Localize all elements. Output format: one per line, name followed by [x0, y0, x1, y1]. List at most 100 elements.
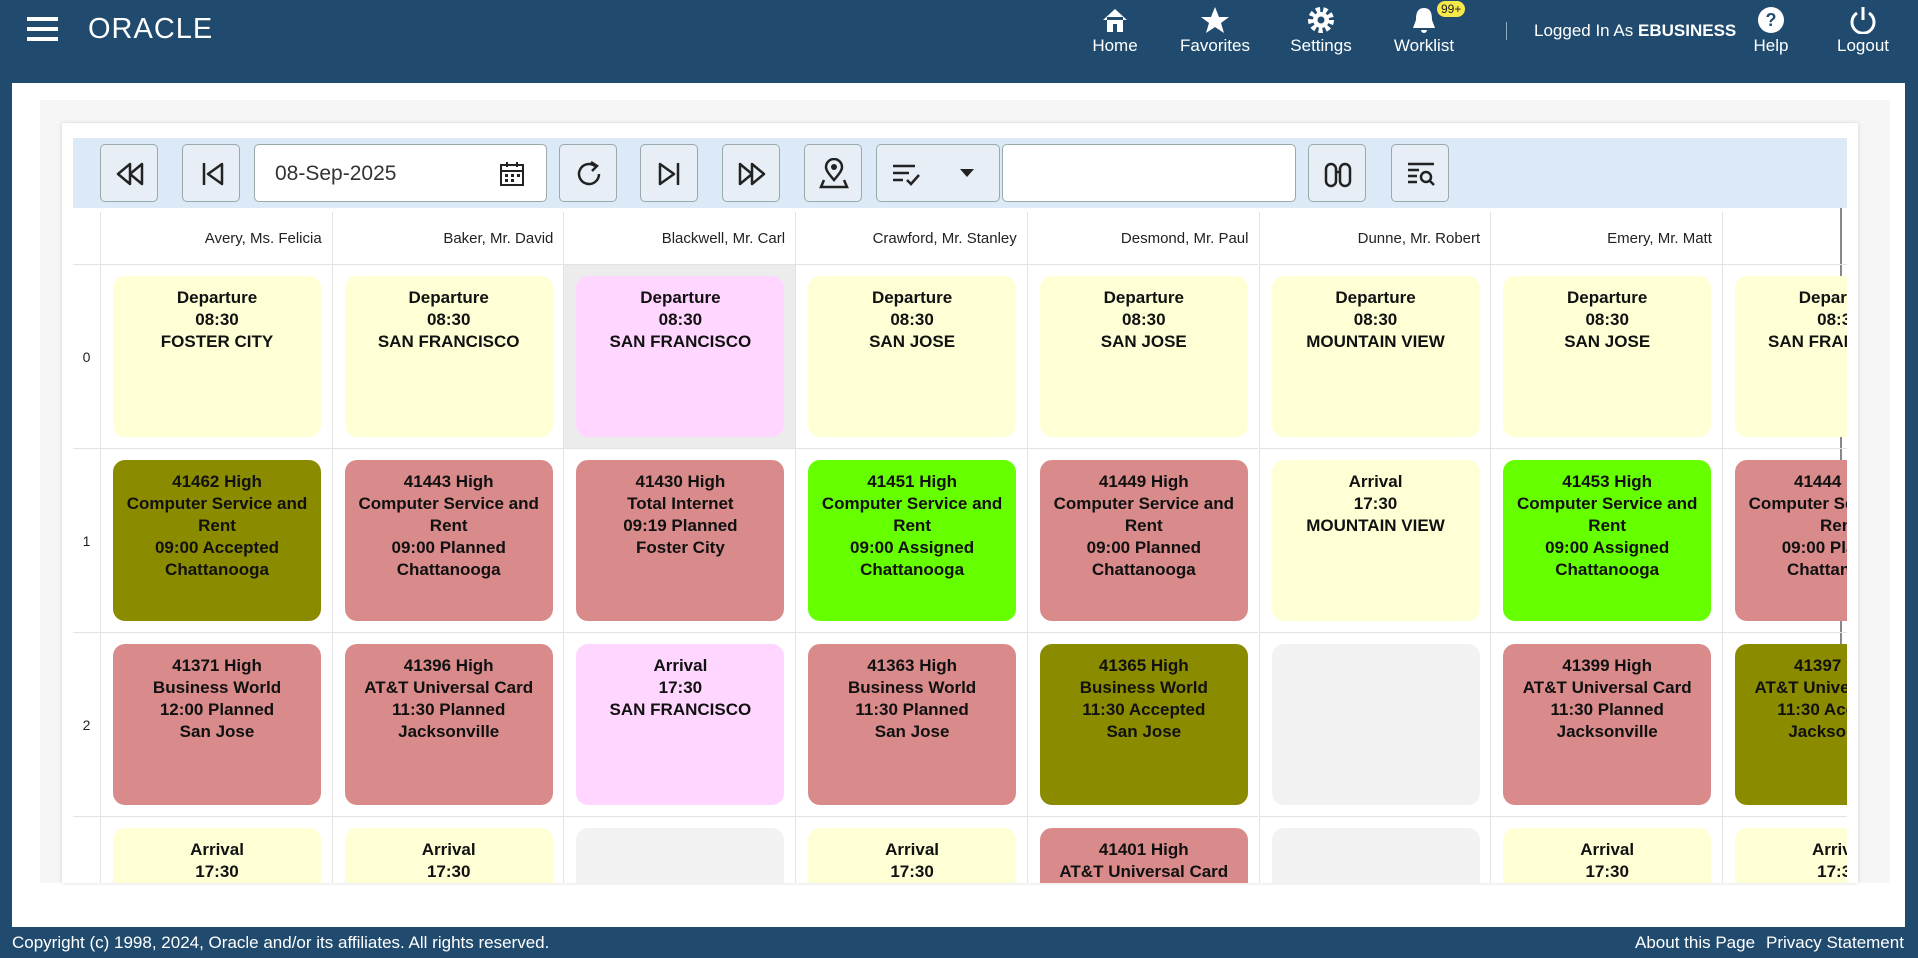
empty-slot[interactable]	[1271, 828, 1480, 883]
worklist-link[interactable]: Worklist	[1389, 0, 1459, 83]
favorites-link[interactable]: Favorites	[1175, 0, 1255, 83]
last-button[interactable]	[640, 144, 698, 202]
task-block[interactable]: Departure 08:30 SAN JOSE	[808, 276, 1017, 437]
task-block[interactable]: Arrival 17:30 MOUNTAIN VIEW	[1271, 460, 1480, 621]
find-button[interactable]	[1308, 144, 1366, 202]
task-text: 09:00 Assigned	[1545, 538, 1670, 557]
task-block[interactable]: 41443 High Computer Service and Rent 09:00…	[344, 460, 553, 621]
task-block[interactable]: Departure 08:30 SAN JOSE	[1039, 276, 1248, 437]
task-text: 17:30	[1353, 494, 1398, 513]
first-button[interactable]	[182, 144, 240, 202]
task-text: SAN FRANCISCO	[609, 332, 752, 351]
search-input[interactable]	[1002, 144, 1296, 202]
help-link[interactable]: ? Help	[1746, 0, 1796, 83]
task-text: Arrival	[190, 840, 244, 859]
footer-link[interactable]: Privacy Statement	[1766, 933, 1904, 952]
task-block[interactable]: Departure 08:30 FOSTER CITY	[113, 276, 321, 437]
schedule-cell: Departure 08:30 SAN JOSE	[1026, 265, 1259, 449]
task-text: 11:30 Planned	[855, 700, 969, 719]
task-text: 08:30	[890, 310, 934, 329]
oracle-logo[interactable]: ORACLE	[88, 13, 214, 45]
schedule-cell: Departure 08:30 FOSTER CITY	[100, 265, 332, 449]
task-text: 17:30	[890, 862, 934, 881]
schedule-cell: 41451 High Computer Service and Rent 09:00…	[795, 449, 1027, 633]
task-block[interactable]: Departure 08:30 MOUNTAIN VIEW	[1271, 276, 1480, 437]
column-header[interactable]: Desmond, Mr. Paul	[1026, 212, 1259, 265]
task-text: 41449 High	[1098, 472, 1189, 491]
search-list-button[interactable]	[1391, 144, 1449, 202]
fast-forward-button[interactable]	[722, 144, 780, 202]
task-block[interactable]: 41451 High Computer Service and Rent 09:00…	[808, 460, 1017, 621]
task-text: SAN FRANCISCO	[1768, 332, 1847, 351]
column-header[interactable]: E	[1721, 212, 1847, 265]
footer-link[interactable]: About this Page	[1635, 933, 1756, 952]
column-header[interactable]: Blackwell, Mr. Carl	[563, 212, 796, 265]
task-text: 41397 High	[1794, 656, 1847, 675]
task-block[interactable]: 41363 High Business World 11:30 Planned San…	[808, 644, 1017, 805]
refresh-button[interactable]	[559, 144, 617, 202]
task-text: Computer Service and Rent	[358, 494, 539, 535]
task-text: San Jose	[874, 722, 950, 741]
task-text: Chattanooga	[396, 560, 501, 579]
task-block[interactable]: 41371 High Business World 12:00 Planned San…	[113, 644, 321, 805]
task-text: 08:30	[1122, 310, 1166, 329]
schedule-cell	[1258, 817, 1491, 883]
column-header[interactable]: Baker, Mr. David	[331, 212, 564, 265]
schedule-cell: 41371 High Business World 12:00 Planned San…	[100, 633, 332, 817]
task-block[interactable]: Departure 08:30 SAN FRANCISCO	[1734, 276, 1847, 437]
menu-icon[interactable]	[27, 17, 58, 41]
settings-link[interactable]: Settings	[1286, 0, 1356, 83]
filter-dropdown[interactable]	[876, 144, 1000, 202]
task-text: 17:30	[1817, 862, 1847, 881]
task-block[interactable]: 41399 High AT&T Universal Card 11:30 Plann…	[1503, 644, 1712, 805]
task-block[interactable]: 41430 High Total Internet 09:19 Planned Fos…	[576, 460, 785, 621]
footer: Copyright (c) 1998, 2024, Oracle and/or …	[0, 927, 1918, 958]
schedule-cell: 41363 High Business World 11:30 Planned San…	[795, 633, 1027, 817]
empty-slot[interactable]	[576, 828, 785, 883]
scheduler: 08-Sep-2025 Avery, Ms. Felicia Baker, Mr.…	[73, 138, 1847, 883]
schedule-cell: 41396 High AT&T Universal Card 11:30 Plann…	[331, 633, 564, 817]
task-block[interactable]: 41365 High Business World 11:30 Accepted Sa…	[1039, 644, 1248, 805]
toolbar: 08-Sep-2025	[73, 138, 1847, 208]
copyright: Copyright (c) 1998, 2024, Oracle and/or …	[12, 933, 550, 952]
empty-slot[interactable]	[1271, 644, 1480, 805]
schedule-cell: Departure 08:30 SAN FRANCISCO	[1721, 265, 1847, 449]
task-block[interactable]: 41462 High Computer Service and Rent 09:00…	[113, 460, 321, 621]
task-block[interactable]: 41444 High Computer Service and Rent 09:00…	[1734, 460, 1847, 621]
column-header[interactable]: Emery, Mr. Matt	[1490, 212, 1722, 265]
task-block[interactable]: Departure 08:30 SAN JOSE	[1503, 276, 1712, 437]
task-block[interactable]: 41453 High Computer Service and Rent 09:00…	[1503, 460, 1712, 621]
date-field[interactable]: 08-Sep-2025	[254, 144, 547, 202]
task-text: 41462 High	[172, 472, 262, 491]
column-header[interactable]: Avery, Ms. Felicia	[100, 212, 332, 265]
schedule-cell: 41449 High Computer Service and Rent 09:00…	[1026, 449, 1259, 633]
column-header[interactable]: Crawford, Mr. Stanley	[795, 212, 1027, 265]
map-button[interactable]	[804, 144, 862, 202]
task-text: Business World	[152, 678, 282, 697]
logout-link[interactable]: Logout	[1833, 0, 1893, 83]
task-text: Departure	[1567, 288, 1648, 307]
home-link[interactable]: Home	[1085, 0, 1145, 83]
calendar-icon[interactable]	[499, 161, 525, 187]
task-block[interactable]: 41396 High AT&T Universal Card 11:30 Plann…	[344, 644, 553, 805]
task-block[interactable]: 41397 High AT&T Universal Card 11:30 Accep…	[1734, 644, 1847, 805]
task-block[interactable]: 41449 High Computer Service and Rent 09:00…	[1039, 460, 1248, 621]
task-text: 09:00 Planned	[1086, 538, 1201, 557]
rewind-button[interactable]	[100, 144, 158, 202]
task-block[interactable]: Departure 08:30 SAN FRANCISCO	[344, 276, 553, 437]
notification-badge: 99+	[1437, 1, 1466, 17]
schedule-cell	[1258, 633, 1491, 817]
task-text: 17:30	[426, 862, 471, 881]
column-header[interactable]: Dunne, Mr. Robert	[1258, 212, 1491, 265]
task-block[interactable]: Departure 08:30 SAN FRANCISCO	[576, 276, 785, 437]
